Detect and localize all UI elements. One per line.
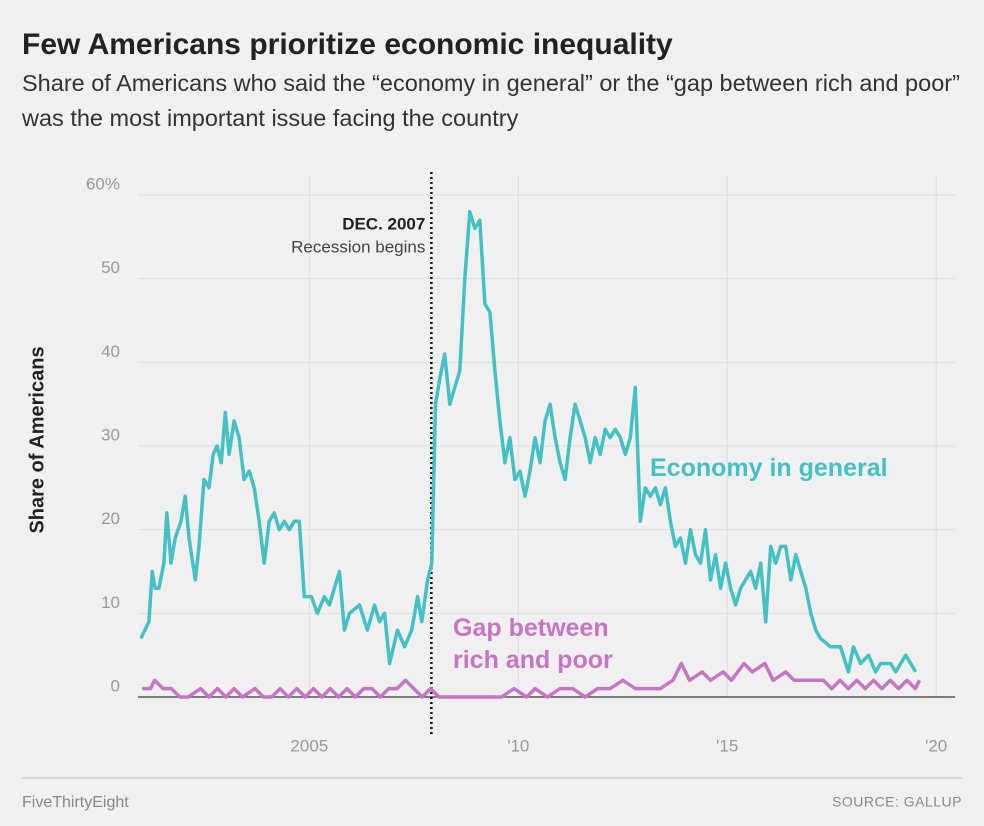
x-tick-label: '20 — [925, 736, 947, 755]
series-line — [139, 209, 918, 674]
series-label: Gap between rich and poor — [453, 614, 613, 674]
x-tick-label: '10 — [507, 736, 529, 755]
y-axis-label: Share of Americans — [26, 346, 48, 533]
y-tick-label: 50 — [101, 258, 120, 277]
annotation-title: DEC. 2007 — [342, 214, 425, 233]
series-label: Economy in general — [650, 454, 888, 482]
chart-subtitle: Share of Americans who said the “economy… — [22, 70, 960, 131]
y-tick-label: 10 — [101, 593, 120, 612]
y-tick-label: 60% — [86, 174, 120, 193]
chart-title: Few Americans prioritize economic inequa… — [22, 28, 673, 61]
footer-brand: FiveThirtyEight — [22, 794, 129, 811]
footer-source: SOURCE: GALLUP — [832, 794, 962, 810]
series-line — [142, 661, 922, 699]
y-tick-label: 40 — [101, 342, 120, 361]
annotation-text: Recession begins — [291, 237, 425, 256]
series-label-box: Gap between rich and poor — [453, 614, 613, 674]
x-tick-label: 2005 — [290, 736, 328, 755]
series-label-box: Economy in general — [650, 454, 888, 482]
subtitle-box: Share of Americans who said the “economy… — [22, 70, 960, 131]
x-tick-label: '15 — [716, 736, 738, 755]
y-tick-label: 20 — [101, 509, 120, 528]
y-tick-label: 0 — [111, 676, 120, 695]
y-tick-label: 30 — [101, 425, 120, 444]
